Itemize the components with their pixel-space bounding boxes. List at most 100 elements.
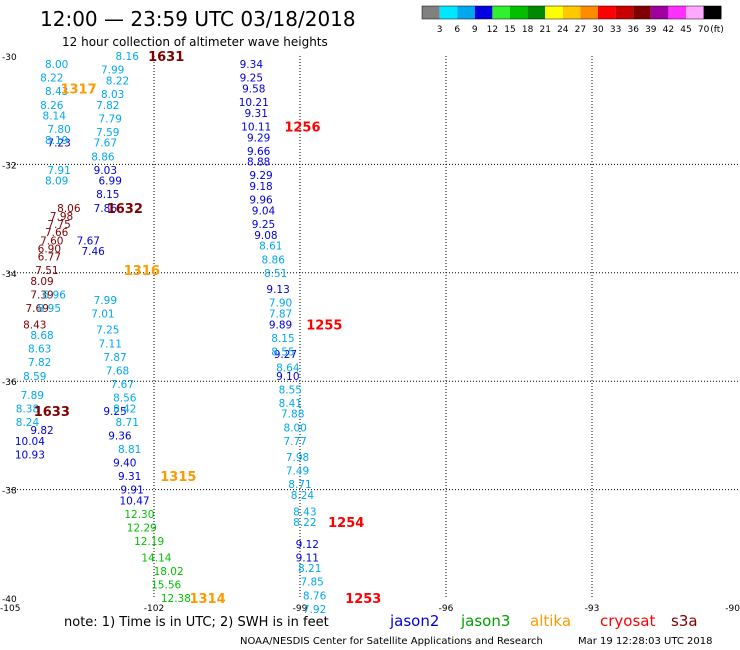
swh-point-jason2: 10.04	[15, 436, 45, 448]
pass-time-label: 1255	[306, 318, 342, 333]
swh-point-altika: 8.22	[293, 517, 316, 529]
swh-point-jason2: 9.89	[269, 319, 292, 331]
swh-point-jason2: 9.96	[249, 195, 273, 207]
pass-time-label: 1316	[124, 264, 160, 279]
swh-point-altika: 7.90	[269, 298, 292, 310]
swh-point-altika: 8.22	[40, 73, 63, 85]
pass-time-label: 1632	[107, 202, 143, 217]
colorbar-swatch	[510, 6, 528, 19]
colorbar-swatch	[598, 6, 616, 19]
swh-point-jason2: 10.47	[120, 495, 150, 507]
colorbar-tick-label: 15	[504, 25, 515, 35]
swh-point-jason2: 9.40	[113, 458, 136, 470]
swh-point-jason2: 7.46	[81, 246, 105, 258]
swh-point-altika: 7.80	[47, 124, 70, 136]
swh-point-altika: 7.85	[300, 577, 323, 589]
swh-point-altika: 8.00	[45, 59, 68, 71]
swh-point-altika: 7.87	[269, 308, 292, 320]
colorbar-tick-label: 33	[610, 25, 621, 35]
swh-point-altika: 8.68	[30, 330, 53, 342]
swh-point-jason2: 9.34	[240, 59, 264, 71]
swh-point-s3a: 8.43	[23, 319, 46, 331]
pass-time-label: 1315	[160, 470, 196, 485]
pass-time-label: 1256	[284, 120, 320, 135]
legend-s3a: s3a	[671, 612, 698, 630]
swh-point-altika: 8.55	[279, 384, 302, 396]
colorbar-tick-label: 42	[663, 25, 674, 35]
swh-point-jason2: 9.31	[118, 471, 141, 483]
colorbar-tick-label: 21	[539, 25, 550, 35]
swh-point-altika: 8.76	[303, 590, 327, 602]
swh-point-altika: 8.14	[43, 111, 67, 123]
colorbar-tick-label: 6	[454, 25, 460, 35]
swh-point-altika: 6.96	[43, 289, 67, 301]
swh-point-altika: 8.55	[271, 346, 294, 358]
swh-point-altika: 8.24	[291, 490, 315, 502]
swh-point-altika: 7.67	[94, 138, 117, 150]
legend-altika: altika	[530, 612, 571, 630]
pass-time-annotations: 1631 1317 1256 1632 1316 1255 1633 1315 1254 1314…	[34, 50, 382, 607]
swh-point-altika: 8.71	[288, 479, 311, 491]
swh-point-altika: 7.98	[286, 452, 309, 464]
swh-point-altika: 8.59	[23, 371, 46, 383]
colorbar-swatch	[439, 6, 458, 19]
x-tick-label: -93	[585, 604, 600, 614]
swh-point-altika: 7.68	[106, 365, 129, 377]
swh-point-altika: 7.59	[96, 127, 119, 139]
swh-point-altika: 8.16	[116, 51, 140, 63]
pass-time-label: 1631	[148, 50, 184, 65]
pass-time-label: 1314	[189, 592, 225, 607]
swh-point-jason2: 9.25	[103, 406, 126, 418]
plot-grid	[8, 56, 738, 598]
swh-point-altika: 7.82	[96, 100, 119, 112]
swh-point-altika: 8.09	[45, 176, 68, 188]
colorbar-swatch	[457, 6, 475, 19]
swh-point-jason2: 9.29	[247, 132, 270, 144]
swh-point-jason3: 15.56	[151, 579, 181, 591]
swh-point-altika: 8.51	[264, 268, 287, 280]
swh-point-altika: 7.01	[91, 308, 114, 320]
colorbar-tick-label: 45	[680, 25, 691, 35]
swh-point-jason2: 9.12	[296, 539, 319, 551]
swh-point-jason2: 9.27	[274, 349, 297, 361]
legend-jason3: jason3	[460, 612, 510, 630]
colorbar-tick-label: 18	[522, 25, 534, 35]
swh-point-altika: 8.00	[283, 422, 306, 434]
swh-point-altika: 8.15	[271, 333, 294, 345]
swh-point-altika: 8.19	[45, 135, 68, 147]
swh-point-s3a: 8.09	[30, 276, 53, 288]
legend-jason2: jason2	[389, 612, 439, 630]
swh-point-altika: 7.82	[28, 357, 51, 369]
colorbar-tick-label: 12	[487, 25, 498, 35]
swh-point-altika: 8.63	[28, 344, 51, 356]
swh-point-altika: 7.88	[281, 409, 304, 421]
swh-point-s3a: 7.51	[35, 265, 58, 277]
swh-point-altika: 8.41	[279, 398, 302, 410]
x-tick-label: -96	[439, 604, 454, 614]
swh-point-jason3: 12.30	[124, 509, 154, 521]
swh-point-jason3: 14.14	[141, 552, 171, 564]
swh-point-altika: 8.64	[276, 363, 300, 375]
y-tick-label: -34	[2, 270, 17, 280]
plot-axes: -30 -32 -34 -36 -38 -40-105 -102 -99 -96 -93 -90	[0, 53, 740, 614]
swh-point-altika: 7.87	[103, 352, 126, 364]
colorbar-swatch	[527, 6, 546, 19]
colorbar-unit: (ft)	[710, 25, 724, 35]
swh-point-jason2: 10.11	[241, 121, 271, 133]
swh-point-jason2: 9.36	[108, 430, 132, 442]
swh-point-altika: 8.38	[16, 403, 39, 415]
swh-point-altika: 8.61	[259, 241, 282, 253]
colorbar-tick-label: 3	[437, 25, 443, 35]
colorbar-swatch	[650, 6, 669, 19]
colorbar-swatch	[422, 6, 440, 19]
swh-point-s3a: 7.39	[30, 289, 53, 301]
swh-point-jason2: 9.10	[276, 371, 299, 383]
pass-time-label: 1254	[328, 516, 364, 531]
swh-point-s3a: 7.66	[45, 227, 69, 239]
swh-point-altika: 7.79	[99, 113, 122, 125]
y-tick-label: -40	[2, 595, 17, 605]
swh-point-s3a: 7.75	[47, 219, 70, 231]
swh-point-altika: 7.99	[94, 295, 117, 307]
swh-point-altika: 8.56	[113, 392, 137, 404]
